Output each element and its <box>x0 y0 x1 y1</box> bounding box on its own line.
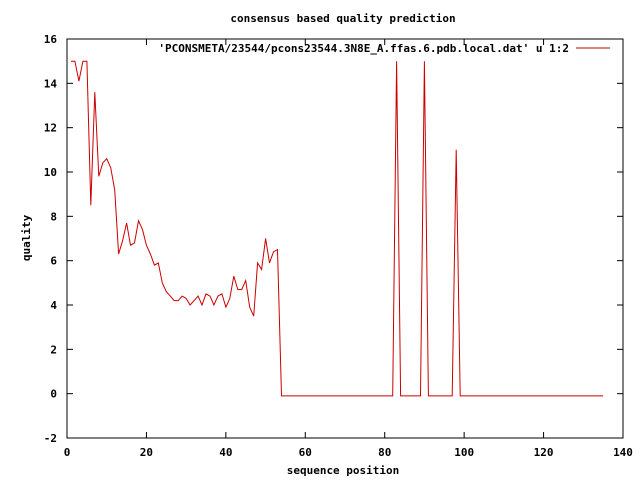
axes: 0 20 40 60 80 100 120 140 -2 0 2 4 6 8 10 12 14 16 <box>44 33 633 459</box>
y-axis-label: quality <box>20 214 33 261</box>
y-tick-label: 0 <box>50 388 57 401</box>
legend-label: 'PCONSMETA/23544/pcons23544.3N8E_A.ffas.… <box>158 42 569 55</box>
y-tick-label: 4 <box>50 299 57 312</box>
plot-frame <box>66 38 624 439</box>
chart-title: consensus based quality prediction <box>230 12 455 25</box>
x-tick-label: 20 <box>140 446 153 459</box>
y-tick-label: 6 <box>50 255 57 268</box>
x-tick-label: 0 <box>64 446 71 459</box>
series-line <box>71 60 604 397</box>
series-group <box>71 60 604 397</box>
x-tick-label: 60 <box>299 446 312 459</box>
y-tick-label: 14 <box>44 77 58 90</box>
legend: 'PCONSMETA/23544/pcons23544.3N8E_A.ffas.… <box>158 42 610 55</box>
y-tick-label: 2 <box>50 343 57 356</box>
x-tick-label: 80 <box>378 446 391 459</box>
x-axis-label: sequence position <box>287 464 400 477</box>
y-tick-label: 12 <box>44 122 57 135</box>
y-tick-label: 10 <box>44 166 57 179</box>
x-tick-label: 100 <box>454 446 474 459</box>
y-tick-label: -2 <box>44 432 57 445</box>
y-tick-label: 16 <box>44 33 58 46</box>
x-tick-label: 120 <box>534 446 554 459</box>
x-tick-label: 140 <box>613 446 633 459</box>
x-tick-label: 40 <box>219 446 232 459</box>
y-tick-label: 8 <box>50 210 57 223</box>
